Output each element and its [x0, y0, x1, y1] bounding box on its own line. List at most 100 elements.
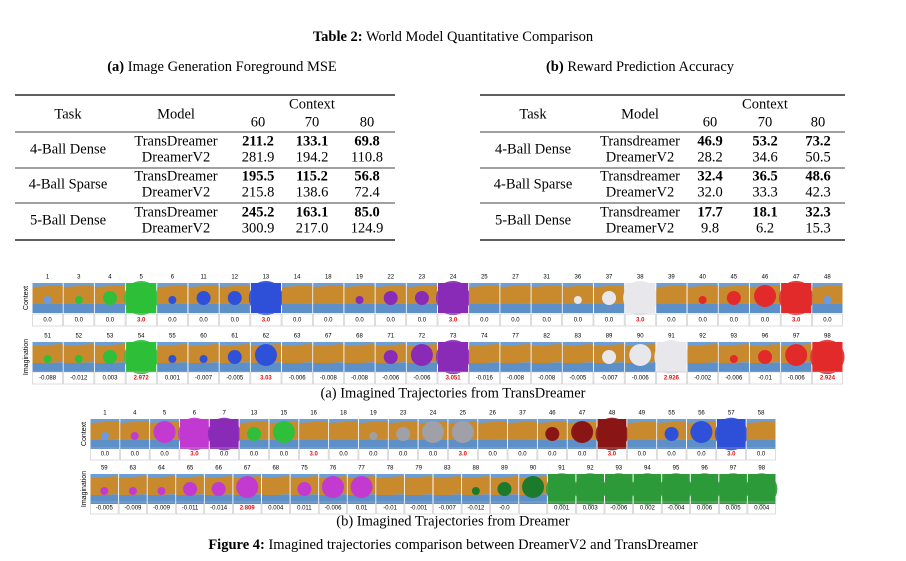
frame-floor — [531, 304, 562, 313]
reward-box — [90, 447, 120, 461]
frame-wall — [500, 344, 531, 364]
reward-label: -0.006 — [632, 376, 650, 382]
frame-number: 15 — [281, 411, 288, 417]
reward-label: 3.0 — [262, 318, 271, 324]
reward-label: 0.011 — [297, 506, 312, 512]
reward-box — [250, 313, 282, 327]
reward-box — [686, 447, 717, 461]
reward-box — [624, 371, 656, 385]
table-value: 48.6 — [805, 168, 830, 184]
panel-caption: (b) Imagined Trajectories from Dreamer — [336, 513, 570, 529]
frame-number: 47 — [793, 275, 800, 281]
reward-box — [604, 501, 633, 515]
reward-box — [90, 501, 119, 515]
frame-number: 13 — [263, 275, 270, 281]
table-value: 281.9 — [242, 149, 275, 165]
reward-label: 0.0 — [43, 318, 52, 324]
reward-label: 0.0 — [511, 318, 520, 324]
reward-box — [312, 371, 344, 385]
task-label: 4-Ball Sparse — [494, 176, 573, 192]
frame-number: 37 — [606, 275, 613, 281]
frame-wall — [262, 476, 290, 496]
frame-ball — [157, 487, 166, 495]
frame-wall — [157, 344, 188, 364]
frame-number: 4 — [133, 411, 137, 417]
frame-number: 75 — [301, 466, 308, 472]
reward-box — [388, 447, 418, 461]
header-context-value: 80 — [811, 114, 826, 130]
reward-label: 0.004 — [754, 506, 770, 512]
reward-label: 3.0 — [792, 318, 801, 324]
frame-floor — [519, 495, 547, 504]
task-label: 5-Ball Dense — [495, 212, 571, 228]
reward-label: 0.0 — [578, 452, 587, 458]
reward-box — [812, 371, 843, 385]
frame-floor — [90, 495, 119, 504]
reward-box — [32, 371, 63, 385]
frame-ball — [779, 280, 814, 316]
frame-ball — [574, 473, 606, 505]
frame-number: 23 — [400, 411, 407, 417]
model-label: Transdreamer — [600, 204, 680, 220]
table-label: Table 2: — [313, 29, 363, 45]
reward-box — [94, 371, 126, 385]
reward-box — [149, 447, 180, 461]
frame-number: 52 — [75, 334, 82, 340]
frame-wall — [299, 421, 329, 441]
frame-floor — [567, 440, 597, 449]
frame-wall — [656, 285, 687, 305]
reward-label: 3.0 — [137, 318, 146, 324]
frame-number: 65 — [187, 466, 194, 472]
reward-label: -0.006 — [382, 376, 400, 382]
reward-label: 0.001 — [165, 376, 181, 382]
reward-label: 0.0 — [697, 452, 706, 458]
frame-ball — [729, 355, 738, 363]
reward-box — [593, 313, 625, 327]
reward-box — [433, 501, 462, 515]
frame-number: 24 — [450, 275, 457, 281]
frame-ball — [130, 432, 139, 440]
frame-number: 61 — [231, 334, 238, 340]
row-label: Imagination — [81, 471, 88, 507]
reward-label: 0.0 — [131, 452, 140, 458]
frame-number: 46 — [549, 411, 556, 417]
reward-box — [179, 447, 210, 461]
reward-box — [719, 501, 748, 515]
reward-box — [209, 447, 239, 461]
frame-wall — [404, 476, 433, 496]
model-label: DreamerV2 — [606, 149, 674, 165]
reward-box — [780, 371, 812, 385]
reward-box — [627, 447, 657, 461]
frame-ball — [100, 432, 109, 440]
reward-box — [157, 371, 188, 385]
frame-ball — [745, 473, 778, 505]
reward-label: 2.926 — [664, 376, 680, 382]
frame-number: 93 — [730, 334, 737, 340]
frame-wall — [812, 285, 843, 305]
table-value: 32.0 — [697, 184, 722, 200]
frame-floor — [32, 304, 63, 313]
frame-number: 1 — [46, 275, 50, 281]
reward-label: 3.0 — [727, 452, 736, 458]
frame-ball — [248, 280, 284, 316]
reward-box — [290, 501, 319, 515]
reward-box — [219, 371, 251, 385]
frame-floor — [358, 440, 388, 449]
table-value: 56.8 — [354, 168, 379, 184]
reward-box — [358, 447, 389, 461]
reward-box — [562, 313, 594, 327]
frame-ball — [74, 296, 83, 304]
table-value: 53.2 — [752, 133, 777, 149]
frame-floor — [490, 495, 519, 504]
frame-ball — [435, 339, 471, 375]
reward-label: 3.0 — [636, 318, 645, 324]
frame-floor — [94, 304, 126, 313]
frame-number: 47 — [579, 411, 586, 417]
table-value: 85.0 — [354, 204, 379, 220]
header-context: Context — [289, 96, 335, 112]
frame-number: 93 — [615, 466, 622, 472]
reward-label: 3.0 — [190, 452, 199, 458]
frame-ball — [522, 476, 545, 498]
frame-number: 4 — [108, 275, 112, 281]
